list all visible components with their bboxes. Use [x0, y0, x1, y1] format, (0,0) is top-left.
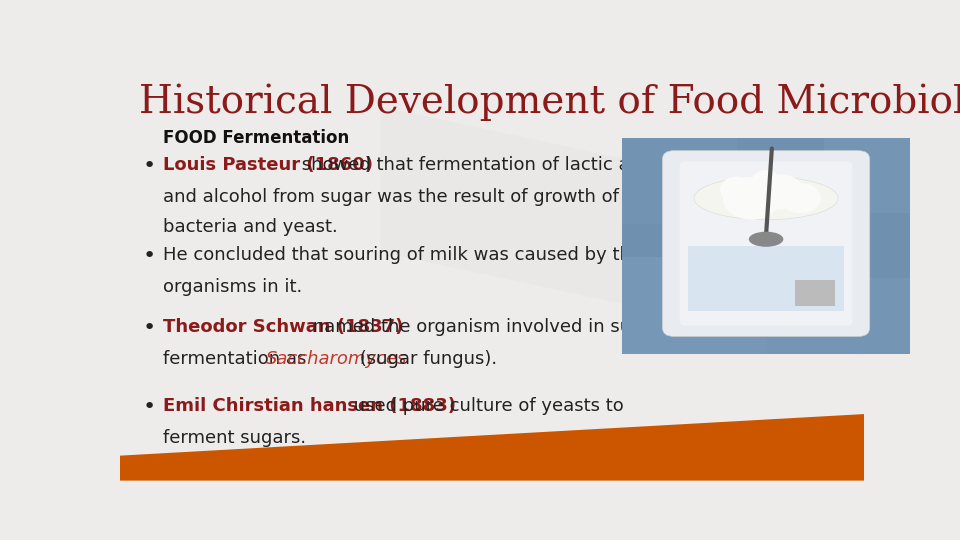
FancyBboxPatch shape: [662, 151, 870, 336]
Circle shape: [780, 183, 821, 213]
Text: and alcohol from sugar was the result of growth of specific: and alcohol from sugar was the result of…: [163, 188, 693, 206]
Text: named the organism involved in sugar: named the organism involved in sugar: [307, 319, 660, 336]
Polygon shape: [380, 106, 864, 356]
Text: used pure culture of yeasts to: used pure culture of yeasts to: [348, 397, 623, 415]
Text: •: •: [142, 246, 156, 266]
Circle shape: [720, 177, 755, 202]
Bar: [795, 280, 835, 306]
Circle shape: [757, 174, 804, 209]
Text: He concluded that souring of milk was caused by the growth of: He concluded that souring of milk was ca…: [163, 246, 733, 264]
Text: showed that fermentation of lactic acid: showed that fermentation of lactic acid: [296, 156, 656, 174]
Text: Saccharomyces: Saccharomyces: [266, 350, 407, 368]
Bar: [622, 256, 766, 354]
Text: •: •: [142, 319, 156, 339]
Bar: [688, 246, 844, 310]
Text: ferment sugars.: ferment sugars.: [163, 429, 306, 447]
Text: Emil Chirstian hansen (1883): Emil Chirstian hansen (1883): [163, 397, 456, 415]
Circle shape: [723, 177, 780, 220]
Text: •: •: [142, 156, 156, 176]
Text: bacteria and yeast.: bacteria and yeast.: [163, 218, 338, 236]
Ellipse shape: [749, 232, 783, 247]
Text: Theodor Schwan (1837): Theodor Schwan (1837): [163, 319, 403, 336]
Polygon shape: [120, 414, 864, 481]
Text: Louis Pasteur (1860): Louis Pasteur (1860): [163, 156, 373, 174]
FancyBboxPatch shape: [613, 131, 919, 360]
Text: organisms in it.: organisms in it.: [163, 278, 302, 295]
Text: FOOD Fermentation: FOOD Fermentation: [163, 129, 349, 147]
Bar: [622, 138, 737, 224]
Circle shape: [752, 170, 780, 192]
Text: Historical Development of Food Microbiology: Historical Development of Food Microbiol…: [138, 84, 960, 122]
Bar: [824, 138, 910, 213]
Text: fermentation as: fermentation as: [163, 350, 312, 368]
Text: (sugar fungus).: (sugar fungus).: [353, 350, 496, 368]
Text: •: •: [142, 397, 156, 417]
FancyBboxPatch shape: [680, 161, 852, 326]
Bar: [766, 278, 910, 354]
Ellipse shape: [694, 177, 838, 220]
